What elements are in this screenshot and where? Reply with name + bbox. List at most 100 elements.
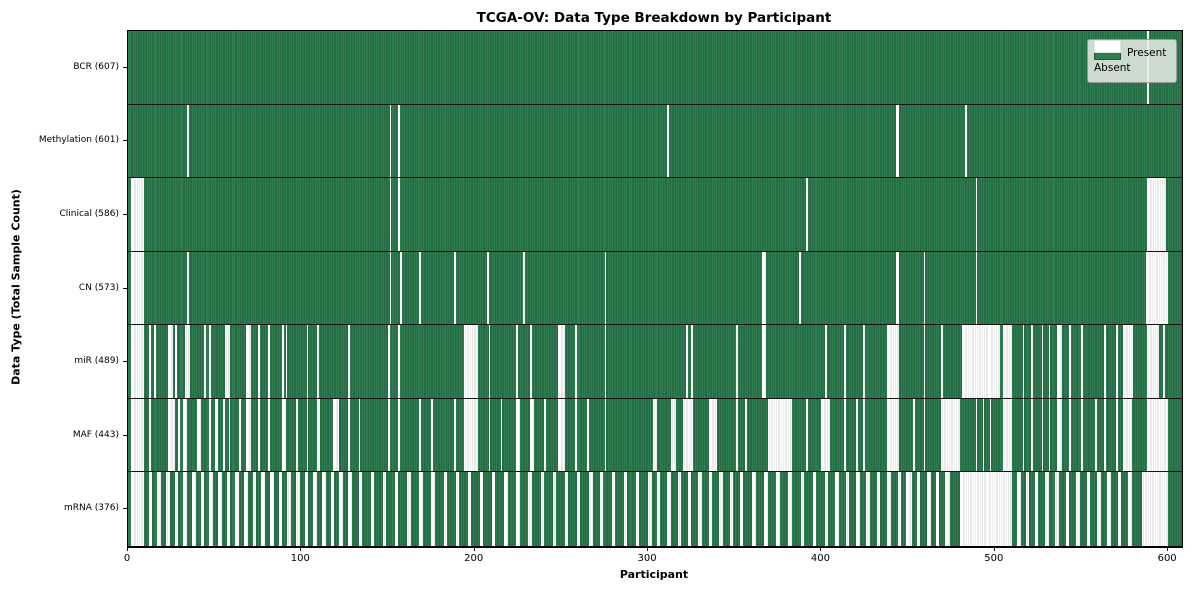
absent-stripe <box>1081 325 1084 398</box>
absent-stripe <box>174 472 179 546</box>
absent-stripe <box>589 472 593 546</box>
legend-absent-swatch <box>1094 40 1121 53</box>
absent-stripe <box>1123 325 1134 398</box>
absent-stripe <box>453 398 456 472</box>
heatmap-row-MAF <box>128 398 1182 473</box>
absent-stripe <box>157 472 161 546</box>
absent-stripe <box>244 472 248 546</box>
absent-stripe <box>856 398 858 472</box>
absent-stripe <box>1025 472 1030 546</box>
absent-stripe <box>455 472 460 546</box>
absent-stripe <box>516 325 519 398</box>
absent-stripe <box>488 325 491 398</box>
absent-stripe <box>906 472 912 546</box>
absent-stripe <box>516 472 520 546</box>
absent-stripe <box>178 398 180 472</box>
absent-stripe <box>1048 398 1051 472</box>
heatmap-row-CN <box>128 251 1182 326</box>
absent-stripe <box>486 251 489 325</box>
absent-stripe <box>682 398 694 472</box>
x-axis-label: Participant <box>619 568 689 581</box>
absent-stripe <box>388 398 390 472</box>
absent-stripe <box>698 472 702 546</box>
absent-stripe <box>453 251 456 325</box>
absent-stripe <box>316 398 321 472</box>
absent-stripe <box>745 398 747 472</box>
absent-stripe <box>691 325 694 398</box>
absent-stripe <box>131 325 144 398</box>
y-tick-label-MAF: MAF (443) <box>72 429 119 440</box>
absent-stripe <box>282 398 286 472</box>
absent-stripe <box>348 472 352 546</box>
absent-stripe <box>1031 325 1033 398</box>
absent-stripe <box>1057 398 1063 472</box>
absent-stripe <box>166 472 170 546</box>
absent-stripe <box>1103 325 1106 398</box>
absent-stripe <box>245 325 252 398</box>
absent-stripe <box>1017 472 1021 546</box>
absent-stripe <box>599 472 603 546</box>
absent-stripe <box>788 472 792 546</box>
chart-title: TCGA-OV: Data Type Breakdown by Particip… <box>476 10 832 26</box>
absent-stripe <box>278 472 283 546</box>
absent-stripe <box>530 325 532 398</box>
absent-stripe <box>1069 398 1072 472</box>
absent-stripe <box>736 398 739 472</box>
absent-stripe <box>1031 398 1033 472</box>
absent-stripe <box>1057 325 1063 398</box>
y-tick-mark <box>123 213 127 215</box>
x-tick-label-200: 200 <box>464 553 484 564</box>
absent-stripe <box>544 398 546 472</box>
absent-stripe <box>186 104 189 178</box>
absent-stripe <box>635 472 640 546</box>
absent-stripe <box>245 398 252 472</box>
absent-stripe <box>611 472 616 546</box>
absent-stripe <box>389 251 392 325</box>
absent-stripe <box>975 251 978 325</box>
absent-stripe <box>394 472 399 546</box>
absent-stripe <box>982 398 985 472</box>
absent-stripe <box>941 325 943 398</box>
absent-stripe <box>895 251 900 325</box>
absent-stripe <box>287 472 291 546</box>
absent-stripe <box>552 472 557 546</box>
absent-stripe <box>941 398 961 472</box>
absent-stripe <box>897 472 902 546</box>
absent-stripe <box>798 251 801 325</box>
absent-stripe <box>648 472 652 546</box>
plot-area: Present Absent <box>127 30 1183 548</box>
absent-stripe <box>1097 472 1101 546</box>
y-tick-mark <box>123 66 127 68</box>
absent-stripe <box>370 472 375 546</box>
absent-stripe <box>358 398 361 472</box>
absent-stripe <box>1145 251 1169 325</box>
absent-stripe <box>575 398 577 472</box>
absent-stripe <box>887 398 900 472</box>
absent-stripe <box>131 178 144 251</box>
absent-stripe <box>358 472 363 546</box>
absent-stripe <box>226 472 231 546</box>
absent-stripe <box>467 472 472 546</box>
absent-stripe <box>887 325 900 398</box>
absent-stripe <box>285 325 288 398</box>
absent-stripe <box>1076 472 1080 546</box>
absent-stripe <box>708 398 718 472</box>
absent-stripe <box>1041 398 1044 472</box>
absent-stripe <box>667 472 671 546</box>
absent-stripe <box>183 472 187 546</box>
absent-stripe <box>528 472 532 546</box>
absent-stripe <box>1095 398 1098 472</box>
absent-stripe <box>398 398 401 472</box>
y-tick-mark <box>123 287 127 289</box>
absent-stripe <box>348 325 350 398</box>
absent-stripe <box>677 472 681 546</box>
absent-stripe <box>223 398 226 472</box>
absent-stripe <box>653 398 657 472</box>
absent-stripe <box>339 472 343 546</box>
absent-stripe <box>464 398 479 472</box>
absent-stripe <box>419 251 421 325</box>
y-tick-label-Methylation: Methylation (601) <box>38 135 119 146</box>
absent-stripe <box>1123 398 1132 472</box>
x-tick-label-100: 100 <box>290 553 310 564</box>
x-tick-label-400: 400 <box>810 553 830 564</box>
